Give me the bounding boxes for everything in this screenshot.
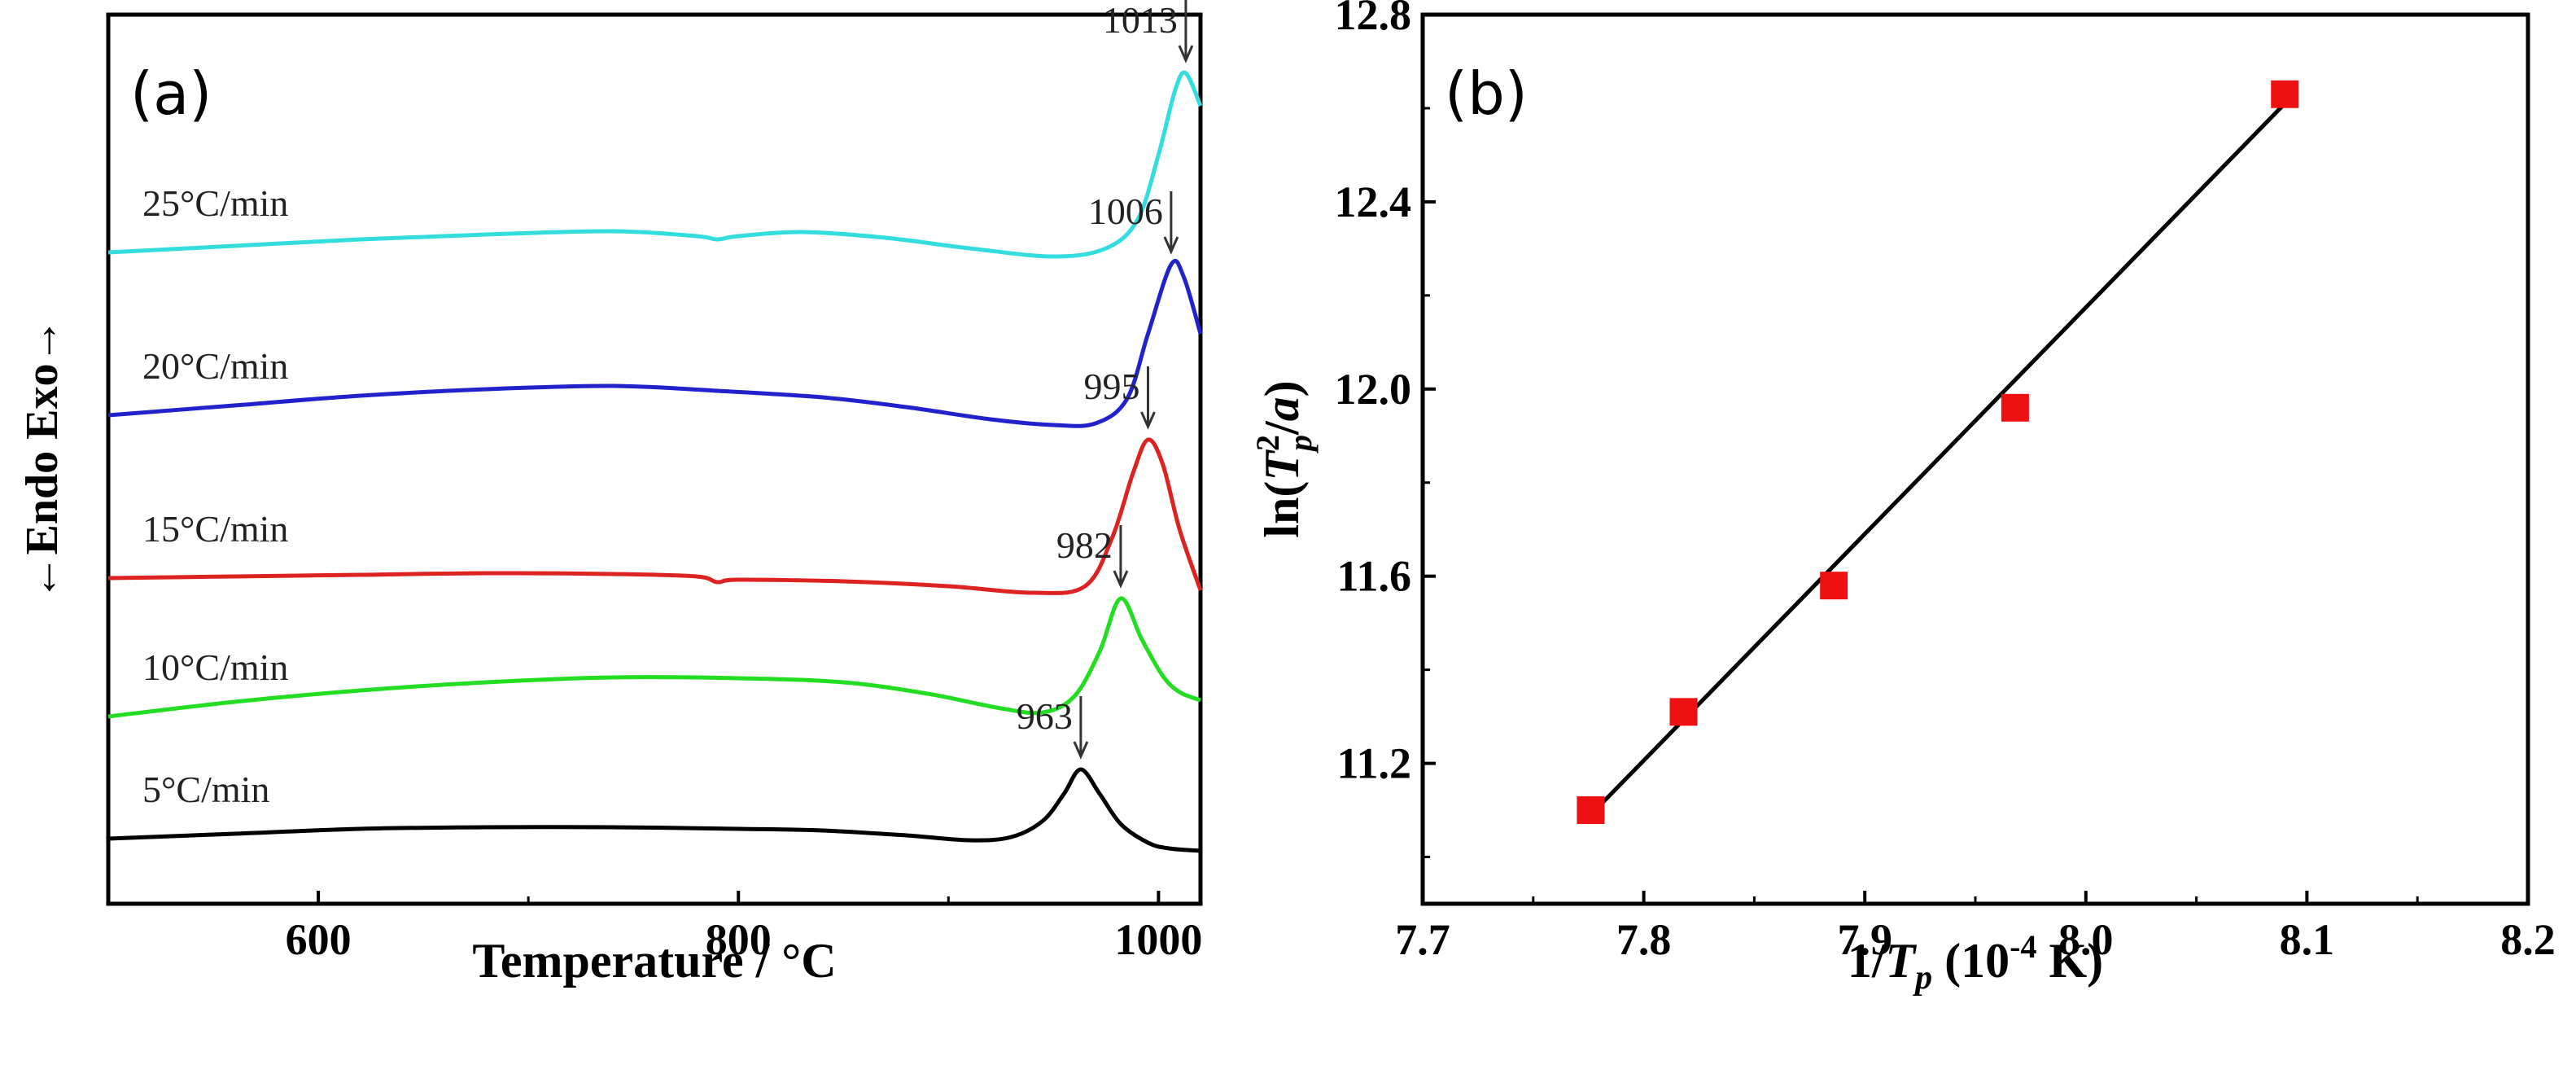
peak-arrowhead-1: [1073, 741, 1089, 760]
panel-b-label: (b): [1445, 59, 1528, 128]
panel-b-y-ticks: 11.2 11.6 12.0 12.4 12.8: [1335, 0, 1436, 859]
b-y-tick-label-1: 11.6: [1336, 552, 1411, 601]
b-x-tick-label-3: 8.0: [2058, 915, 2114, 964]
panel-b-y-axis-title: ln(T2p/a): [1249, 380, 1319, 537]
panel-a-dsc-curves: (a) 5°C/min 963 10°C/min 982 15°C/min 995 20°C…: [17, 0, 1203, 988]
data-point-2: [1669, 698, 1698, 726]
peak-label-5: 1013: [1103, 0, 1178, 41]
panel-b-fit-line-group: [1589, 102, 2287, 817]
panel-a-plot-frame: [106, 12, 1203, 906]
panel-b-x-axis-title: 1/Tp (10-4 K): [1848, 928, 2103, 997]
data-point-1: [1577, 796, 1605, 825]
panel-a-label: (a): [130, 59, 212, 128]
peak-label-3: 995: [1083, 366, 1139, 407]
dsc-curve-4: [107, 258, 1203, 428]
b-x-tick-label-5: 8.2: [2500, 915, 2556, 964]
b-x-tick-label-2: 7.9: [1837, 915, 1892, 964]
a-x-tick-label-0: 600: [286, 915, 352, 964]
peak-arrowhead-4: [1163, 236, 1179, 255]
dsc-curve-2: [107, 596, 1201, 719]
panel-a-x-axis-title: Temperature / °C: [472, 934, 836, 988]
b-y-tick-label-0: 11.2: [1336, 739, 1411, 788]
peak-arrowhead-2: [1113, 570, 1129, 589]
panel-a-y-axis-title: ←Endo Exo→: [17, 318, 68, 601]
b-x-tick-label-0: 7.7: [1395, 915, 1450, 964]
b-y-tick-label-4: 12.8: [1335, 0, 1412, 39]
dsc-curve-5: [107, 70, 1203, 259]
panel-a-annotations: 5°C/min 963 10°C/min 982 15°C/min 995 20°C/min…: [142, 0, 1194, 810]
dsc-curve-3: [107, 437, 1203, 595]
b-y-tick-label-3: 12.4: [1335, 177, 1412, 226]
panel-b-x-ticks: 7.7 7.8 7.9 8.0 8.1 8.2: [1395, 891, 2556, 964]
data-point-4: [2001, 393, 2029, 422]
peak-label-2: 982: [1056, 524, 1113, 566]
panel-b-plot-frame: [1420, 12, 2530, 906]
rate-label-4: 20°C/min: [142, 345, 288, 387]
a-x-tick-label-2: 1000: [1114, 915, 1202, 964]
peak-label-1: 963: [1017, 695, 1073, 737]
data-point-5: [2271, 80, 2299, 108]
panel-a-curves: [107, 70, 1203, 853]
peak-label-4: 1006: [1088, 191, 1163, 232]
rate-label-1: 5°C/min: [142, 769, 269, 810]
data-point-3: [1820, 572, 1848, 600]
dsc-curve-1: [107, 767, 1201, 853]
panel-b-kissinger-plot: (b) 7.7 7.8 7.9 8.0 8.1 8.2 11.211.612.012.41…: [1249, 0, 2556, 997]
rate-label-5: 25°C/min: [142, 182, 288, 224]
b-x-tick-label-1: 7.8: [1616, 915, 1672, 964]
peak-arrowhead-3: [1140, 411, 1156, 430]
a-x-tick-label-1: 800: [706, 915, 772, 964]
peak-arrowhead-5: [1178, 45, 1194, 64]
fit-line: [1589, 102, 2287, 817]
b-x-tick-label-4: 8.1: [2280, 915, 2335, 964]
panel-b-data-points: [1577, 80, 2299, 825]
b-y-tick-label-2: 12.0: [1335, 365, 1412, 414]
rate-label-3: 15°C/min: [142, 508, 288, 550]
panel-a-x-ticks: 600 800 1000: [107, 891, 1202, 964]
rate-label-2: 10°C/min: [142, 646, 288, 688]
